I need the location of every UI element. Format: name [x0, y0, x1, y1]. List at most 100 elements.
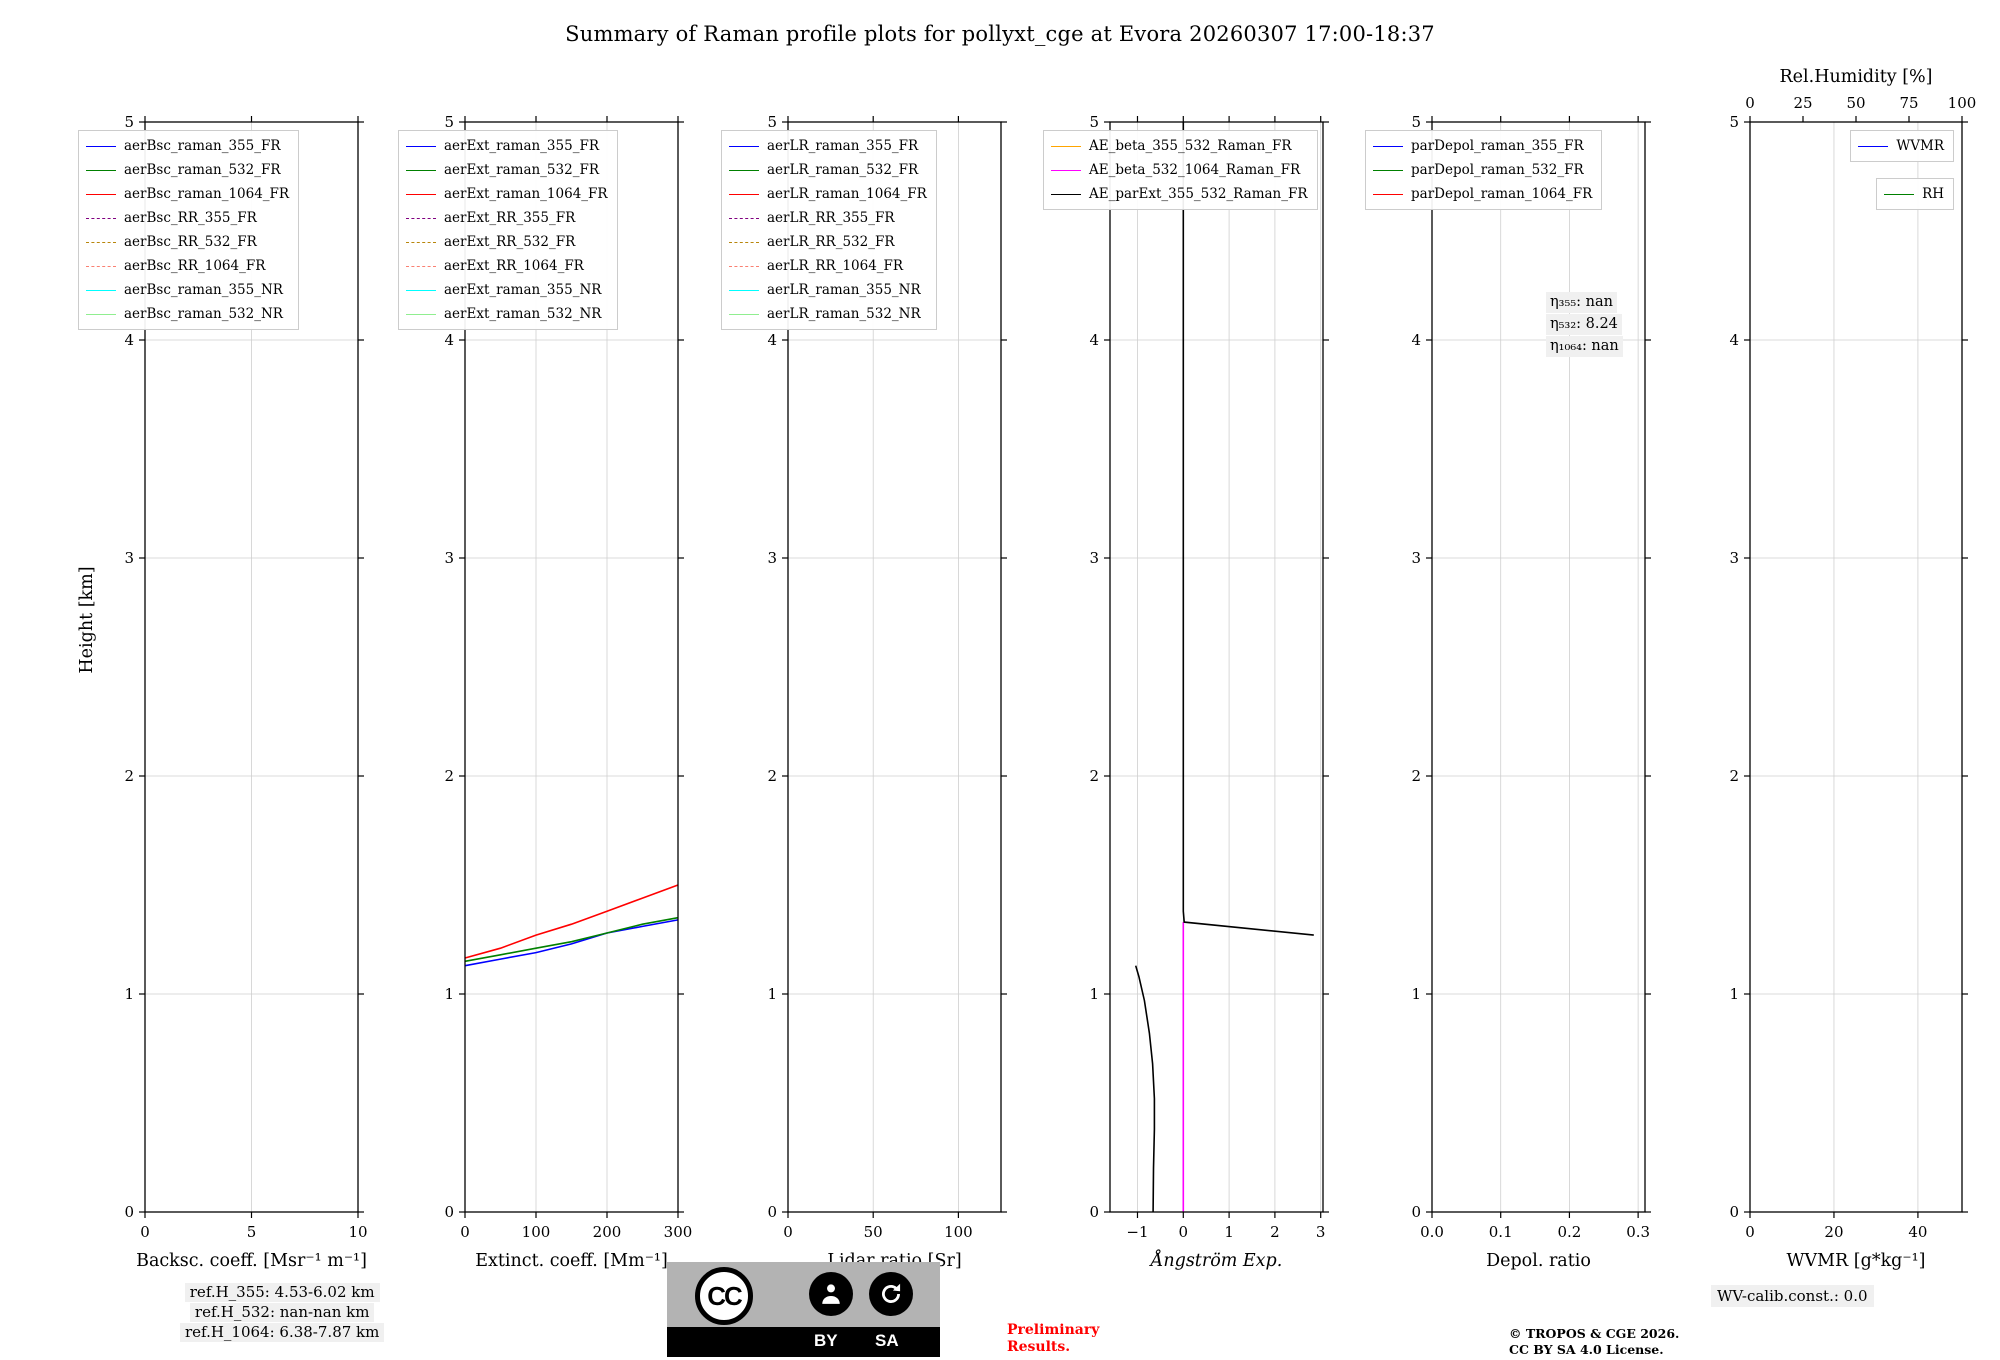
y-tick-label: 2	[1729, 767, 1739, 785]
legend-line-swatch-icon	[1051, 169, 1081, 171]
legend-box: WVMR	[1850, 130, 1954, 162]
legend-line-swatch-icon	[86, 193, 116, 195]
x-axis-label: Depol. ratio	[1486, 1251, 1591, 1271]
legend-label: aerBsc_RR_355_FR	[124, 210, 257, 226]
legend-label: aerLR_raman_532_NR	[767, 306, 921, 322]
cc-badge-band: BY SA	[667, 1327, 940, 1357]
legend-line-swatch-icon	[86, 241, 116, 243]
series-line-AE_parExt_355_532_Raman_FR	[1182, 122, 1314, 936]
x-tick-label: 0	[783, 1223, 793, 1241]
figure-title: Summary of Raman profile plots for polly…	[565, 22, 1435, 46]
y-tick-label: 2	[444, 767, 454, 785]
legend-entry: aerExt_raman_355_FR	[406, 134, 608, 158]
x-tick-label: 2	[1270, 1223, 1280, 1241]
legend-entry: aerExt_RR_355_FR	[406, 206, 608, 230]
legend-line-swatch-icon	[86, 217, 116, 219]
subplot-wvmr: 0 20 40 0 1 2 3 4 5 WVMR [g*kg⁻¹] 0 25 50 75 100 Rel.Hu…	[1729, 67, 1976, 1271]
person-glyph	[822, 1284, 840, 1304]
x-tick-label: 40	[1908, 1223, 1927, 1241]
legend-entry: AE_parExt_355_532_Raman_FR	[1051, 182, 1308, 206]
legend-line-swatch-icon	[406, 193, 436, 195]
top-tick-label: 75	[1899, 94, 1918, 112]
x-tick-label: 5	[247, 1223, 257, 1241]
legend-line-swatch-icon	[1373, 145, 1403, 147]
subplot-extinction: 0 100 200 300 0 1 2 3 4 5 Extinct. coeff. [Mm⁻¹]	[444, 113, 692, 1271]
legend-label: AE_beta_355_532_Raman_FR	[1089, 138, 1292, 154]
subplot-depolarization: 0.0 0.1 0.2 0.3 0 1 2 3 4 5 Depol. ratio	[1411, 113, 1651, 1271]
y-tick-label: 1	[444, 985, 454, 1003]
y-tick-label: 2	[767, 767, 777, 785]
axes-frame	[1431, 121, 1646, 1213]
y-tick-label: 3	[444, 549, 454, 567]
legend-entry: AE_beta_355_532_Raman_FR	[1051, 134, 1308, 158]
copyright-note: © TROPOS & CGE 2026. CC BY SA 4.0 Licens…	[1509, 1326, 1679, 1358]
legend-label: aerExt_raman_355_NR	[444, 282, 602, 298]
legend-label: aerExt_raman_532_FR	[444, 162, 599, 178]
y-tick-label: 0	[1089, 1203, 1099, 1221]
legend-label: aerExt_RR_532_FR	[444, 234, 576, 250]
legend-entry: aerExt_RR_1064_FR	[406, 254, 608, 278]
x-tick-label: 200	[593, 1223, 622, 1241]
preliminary-line-2: Results.	[1007, 1339, 1071, 1355]
y-tick-label: 2	[124, 767, 134, 785]
legend-label: aerBsc_raman_532_NR	[124, 306, 283, 322]
legend-line-swatch-icon	[1858, 145, 1889, 147]
legend-box: aerBsc_raman_355_FR aerBsc_raman_532_FR ae…	[78, 130, 300, 330]
axes-frame	[1749, 121, 1963, 1213]
legend-line-swatch-icon	[406, 313, 436, 315]
y-axis-label: Height [km]	[77, 566, 97, 673]
y-tick-label: 0	[124, 1203, 134, 1221]
y-tick-label: 1	[124, 985, 134, 1003]
y-tick-label: 1	[1089, 985, 1099, 1003]
legend-line-swatch-icon	[406, 241, 436, 243]
legend-label: parDepol_raman_1064_FR	[1411, 186, 1593, 202]
legend-label: aerBsc_RR_1064_FR	[124, 258, 266, 274]
legend-entry: aerBsc_raman_355_FR	[86, 134, 289, 158]
axes-frame	[464, 121, 679, 1213]
reference-heights-annotation: ref.H_355: 4.53-6.02 km ref.H_532: nan-n…	[180, 1283, 385, 1343]
x-tick-label: −1	[1126, 1223, 1148, 1241]
wv-calibration-constant: WV-calib.const.: 0.0	[1711, 1285, 1874, 1307]
x-tick-label: 0.2	[1557, 1223, 1581, 1241]
legend-entry: aerExt_raman_355_NR	[406, 278, 608, 302]
y-tick-label: 4	[444, 331, 454, 349]
legend-entry: aerExt_raman_532_NR	[406, 302, 608, 326]
legend-line-swatch-icon	[406, 145, 436, 147]
legend-label: AE_beta_532_1064_Raman_FR	[1089, 162, 1301, 178]
legend-label: aerExt_RR_1064_FR	[444, 258, 584, 274]
legend-line-swatch-icon	[406, 217, 436, 219]
legend-entry: aerLR_RR_355_FR	[729, 206, 927, 230]
legend-entry: aerBsc_RR_532_FR	[86, 230, 289, 254]
y-tick-label: 0	[1411, 1203, 1421, 1221]
series-lines	[464, 884, 679, 967]
top-tick-label: 25	[1793, 94, 1812, 112]
legend-label: aerLR_raman_355_FR	[767, 138, 919, 154]
y-tick-label: 4	[1089, 331, 1099, 349]
cc-license-badge: CC BY SA	[667, 1262, 940, 1357]
axes-frame	[787, 121, 1002, 1213]
top-axis-label: Rel.Humidity [%]	[1780, 67, 1933, 87]
legend-line-swatch-icon	[729, 265, 759, 267]
legend-label: aerLR_raman_355_NR	[767, 282, 921, 298]
legend-label: aerBsc_raman_355_FR	[124, 138, 281, 154]
eta-annotation: η₃₅₅: nan η₅₃₂: 8.24 η₁₀₆₄: nan	[1546, 292, 1623, 358]
legend-label: aerBsc_raman_355_NR	[124, 282, 283, 298]
legend-line-swatch-icon	[729, 313, 759, 315]
legend-label: aerLR_RR_355_FR	[767, 210, 895, 226]
x-tick-label: 0	[1745, 1223, 1755, 1241]
legend-entry: aerLR_RR_532_FR	[729, 230, 927, 254]
legend-entry: RH	[1884, 182, 1944, 206]
y-tick-label: 5	[1089, 113, 1099, 131]
legend-label: aerExt_raman_532_NR	[444, 306, 602, 322]
legend-entry: WVMR	[1858, 134, 1944, 158]
subplot-angstrom-exponent: −1 0 1 2 3 0 1 2 3 4 5 Ångström Exp.	[1089, 113, 1329, 1271]
x-tick-label: 300	[664, 1223, 693, 1241]
subplot-backscatter: 0 5 10 0 1 2 3 4 5 Backsc. coeff. [Msr⁻¹ m⁻¹]	[124, 113, 367, 1271]
legend-line-swatch-icon	[729, 217, 759, 219]
y-tick-label: 3	[1089, 549, 1099, 567]
series-line-AE_parExt_355_532_Raman_FR	[1134, 965, 1156, 1213]
series-line-aerExt_raman_355_FR	[464, 919, 679, 967]
y-tick-label: 3	[1411, 549, 1421, 567]
legend-label: WVMR	[1896, 138, 1944, 154]
